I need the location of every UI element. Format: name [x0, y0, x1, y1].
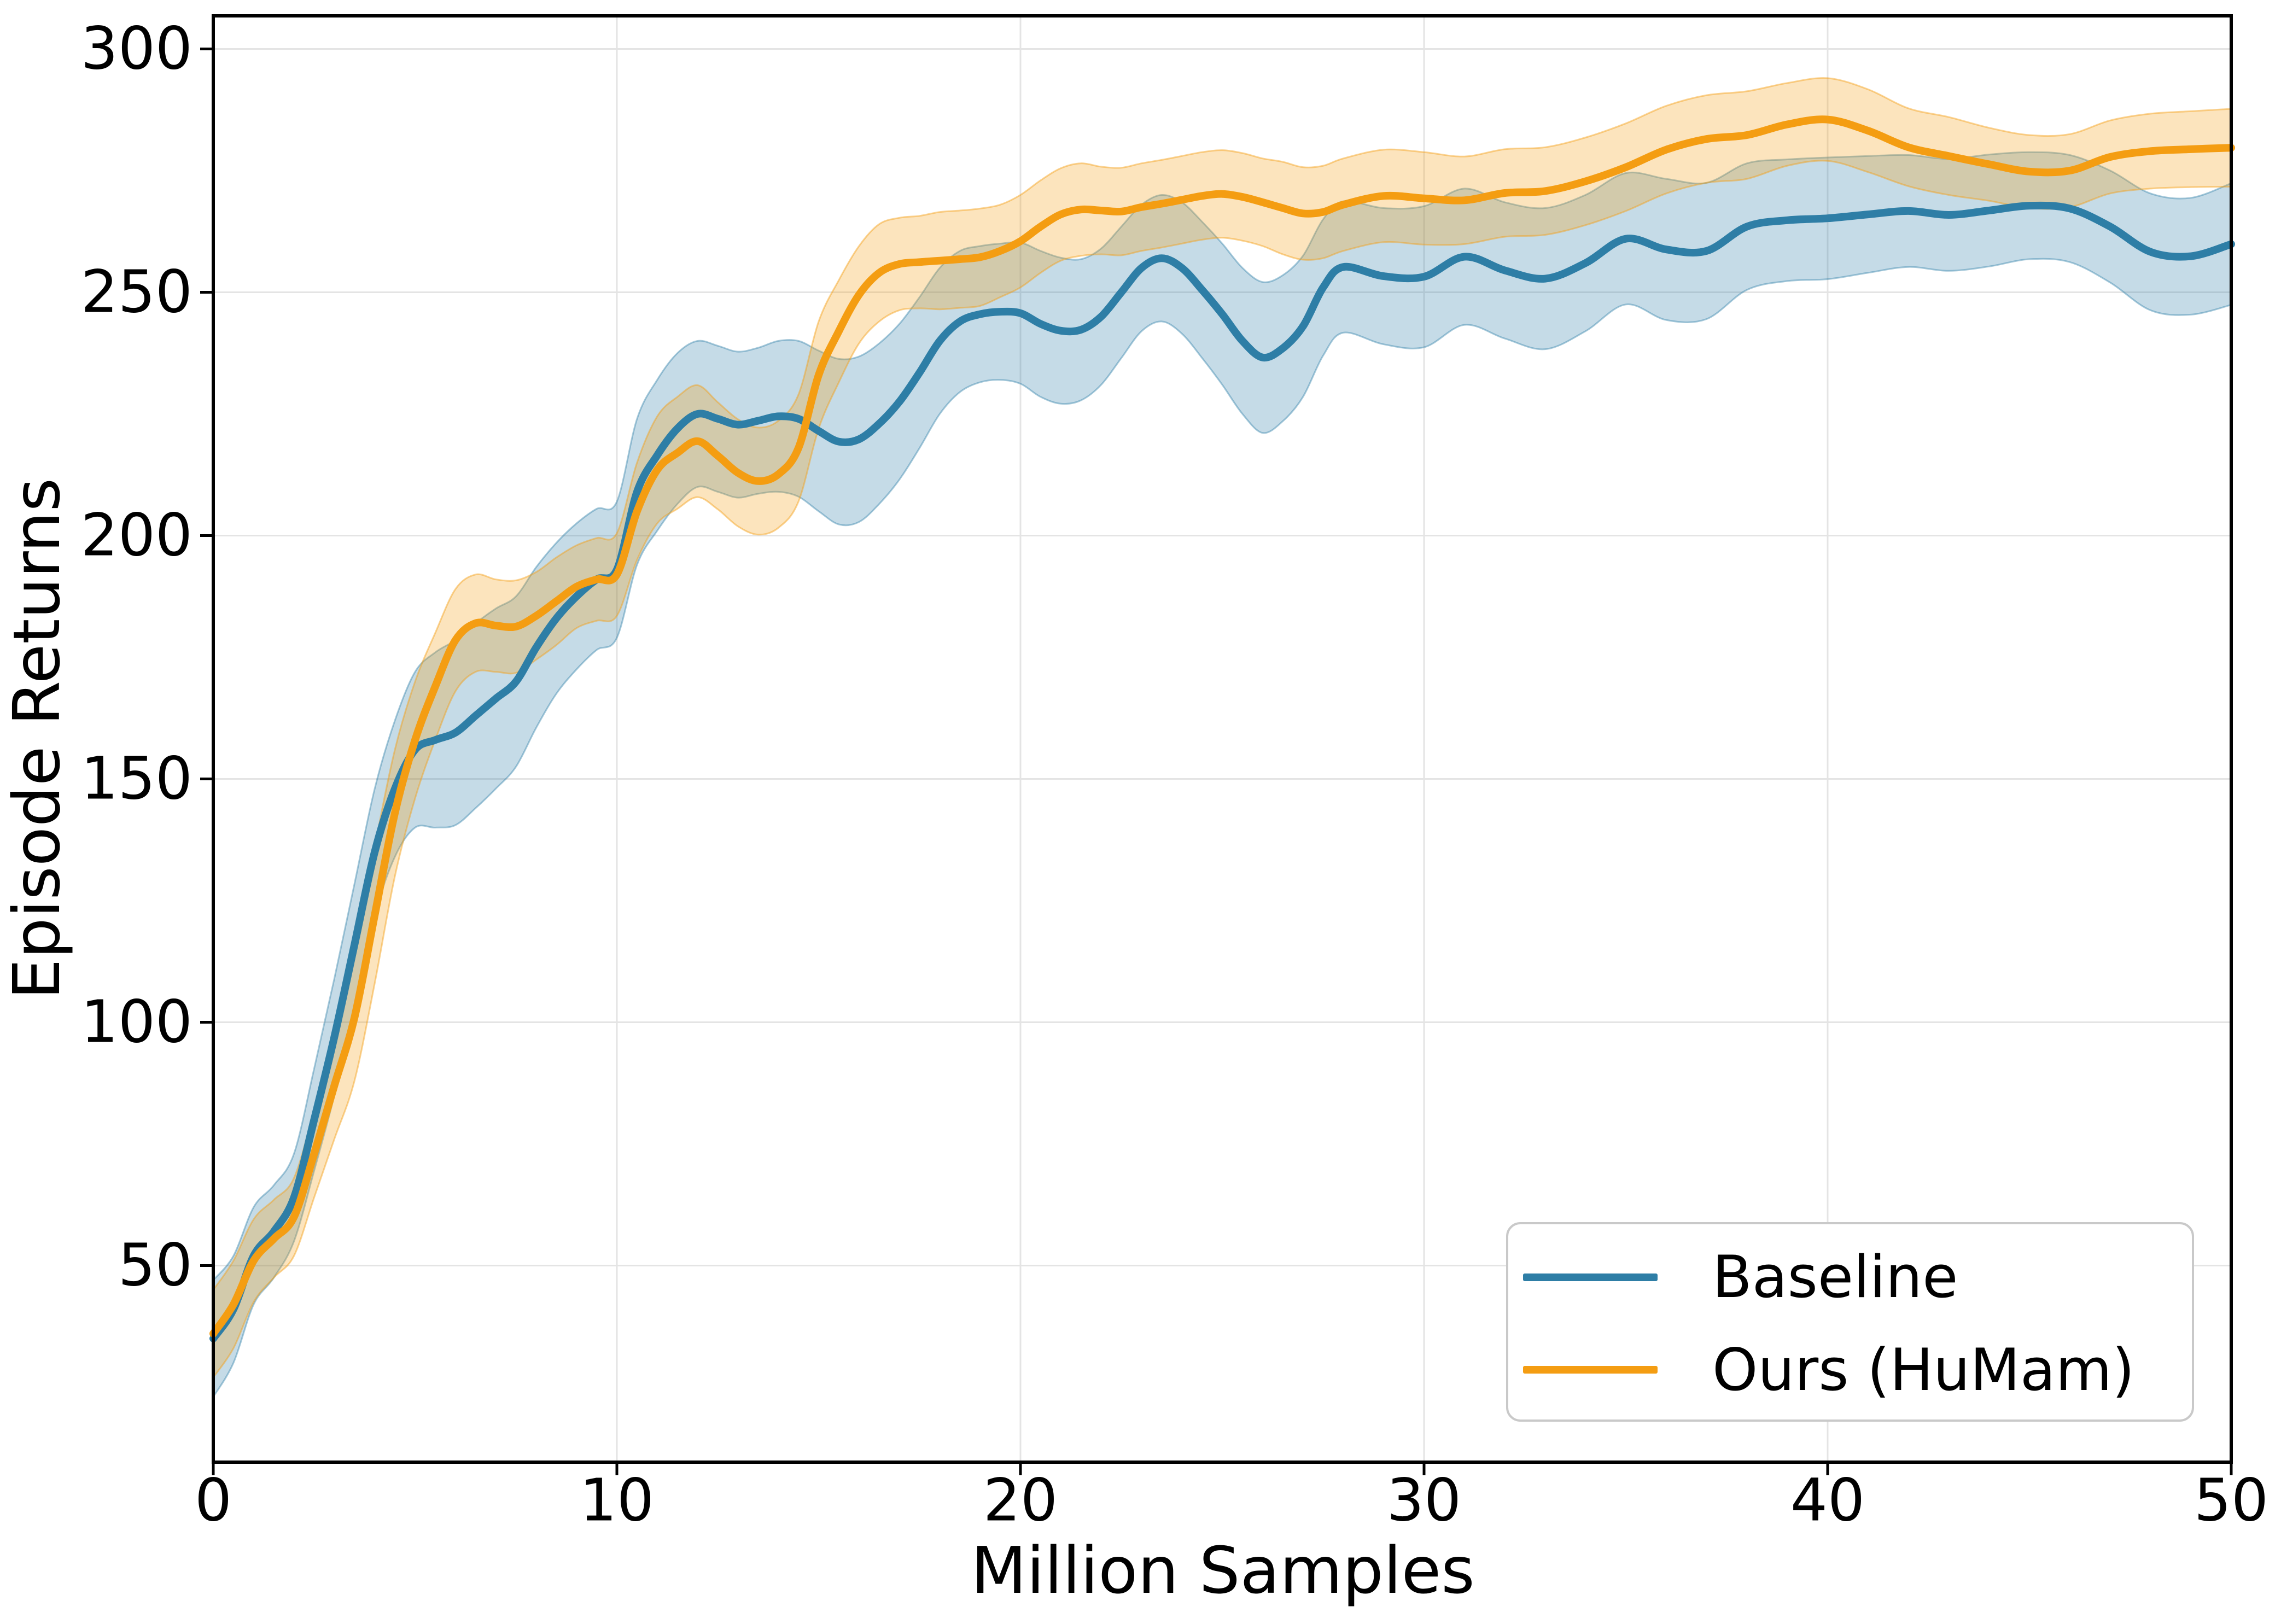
x-tick-label: 30: [1387, 1467, 1461, 1534]
ours-line-sample-icon: [1523, 1366, 1658, 1374]
y-axis-label: Episode Returns: [0, 478, 74, 1000]
legend: Baseline Ours (HuMam): [1506, 1222, 2194, 1422]
confidence-band-baseline: [212, 151, 2232, 1400]
legend-item-ours: Ours (HuMam): [1523, 1336, 2192, 1404]
y-tick-label: 150: [81, 745, 192, 813]
x-tick-label: 40: [1790, 1467, 1865, 1534]
baseline-line-sample-icon: [1523, 1273, 1658, 1281]
y-tick-label: 300: [81, 15, 192, 83]
plot-frame: [212, 14, 2233, 1464]
y-tick-label: 250: [81, 259, 192, 326]
series-bands: [212, 77, 2232, 1400]
x-tick-label: 0: [195, 1467, 232, 1534]
mean-line-ours: [209, 115, 2235, 1337]
y-tick-label: 100: [81, 988, 192, 1056]
y-tick-label: 50: [118, 1231, 192, 1299]
legend-item-baseline: Baseline: [1523, 1243, 2192, 1311]
x-tick-label: 10: [580, 1467, 654, 1534]
mean-line-baseline: [209, 201, 2235, 1342]
y-tick-label: 200: [81, 501, 192, 569]
legend-label-ours: Ours (HuMam): [1712, 1336, 2135, 1404]
axes-frame: [212, 14, 2233, 1464]
confidence-band-ours: [212, 77, 2232, 1380]
axis-ticks: [200, 48, 2233, 1475]
x-axis-label: Million Samples: [971, 1533, 1474, 1608]
series-lines: [209, 115, 2235, 1342]
x-tick-label: 20: [983, 1467, 1058, 1534]
tick-labels: 0 10 20 30 40 50 50 100 150 200 250 300: [81, 15, 2268, 1535]
x-tick-label: 50: [2194, 1467, 2268, 1534]
legend-label-baseline: Baseline: [1712, 1243, 1958, 1311]
